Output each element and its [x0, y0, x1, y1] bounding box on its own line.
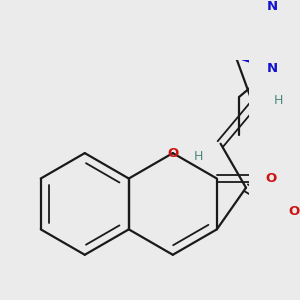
- Text: H: H: [274, 94, 283, 107]
- Text: O: O: [289, 205, 300, 218]
- Text: O: O: [265, 172, 276, 185]
- Text: N: N: [267, 0, 278, 13]
- Text: O: O: [167, 147, 178, 160]
- Text: N: N: [267, 62, 278, 75]
- Text: H: H: [194, 150, 203, 163]
